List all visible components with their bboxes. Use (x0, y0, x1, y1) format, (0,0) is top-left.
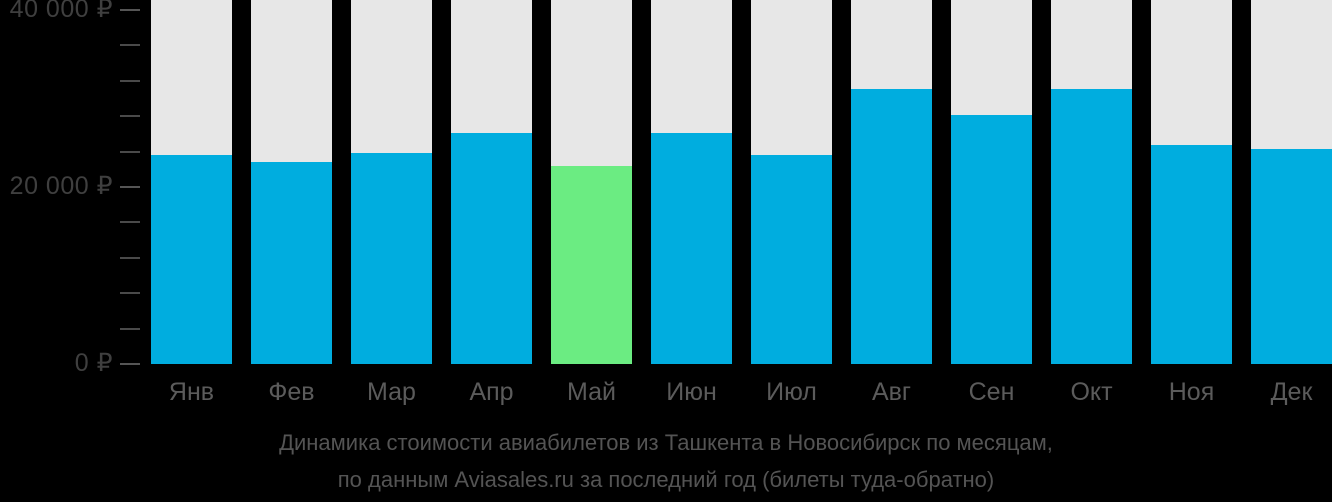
bar-июл[interactable] (751, 155, 832, 364)
bar-slot[interactable] (551, 0, 632, 364)
y-axis-tick (120, 186, 140, 188)
y-axis-label: 20 000 ₽ (9, 172, 113, 200)
x-axis-label-апр: Апр (469, 378, 514, 406)
bar-slot[interactable] (851, 0, 932, 364)
x-axis-label-фев: Фев (268, 378, 315, 406)
x-axis-label-сен: Сен (968, 378, 1015, 406)
y-axis-tick (120, 9, 140, 11)
bar-дек[interactable] (1251, 148, 1332, 364)
y-axis-tick (120, 327, 140, 330)
bar-slot[interactable] (451, 0, 532, 364)
y-axis-tick (120, 292, 140, 295)
y-axis-tick (120, 363, 140, 365)
bar-июн[interactable] (651, 133, 732, 364)
y-axis-tick (120, 221, 140, 224)
bar-slot[interactable] (751, 0, 832, 364)
y-axis-tick (120, 79, 140, 82)
bar-slot[interactable] (1051, 0, 1132, 364)
bar-slot[interactable] (1151, 0, 1232, 364)
x-axis: Янв Фев Мар Апр Май Июн Июл Авг Сен Окт Ноя Дек (151, 364, 1332, 420)
x-axis-label-май: Май (567, 378, 616, 406)
x-axis-label-мар: Мар (367, 378, 416, 406)
y-axis-label: 40 000 ₽ (9, 0, 113, 23)
bar-slot[interactable] (351, 0, 432, 364)
bar-slot[interactable] (151, 0, 232, 364)
x-axis-label-дек: Дек (1270, 378, 1313, 406)
bar-slot[interactable] (651, 0, 732, 364)
bar-мар[interactable] (351, 152, 432, 364)
caption-line-2: по данным Aviasales.ru за последний год … (337, 467, 995, 492)
bar-апр[interactable] (451, 133, 532, 364)
y-axis-label: 0 ₽ (74, 349, 113, 377)
bar-окт[interactable] (1051, 88, 1132, 364)
y-axis: 0 ₽ 20 000 ₽ 40 000 ₽ (0, 0, 151, 376)
y-axis-tick (120, 115, 140, 118)
y-axis-tick (120, 256, 140, 259)
caption-line-1: Динамика стоимости авиабилетов из Ташкен… (279, 430, 1053, 455)
y-axis-tick (120, 150, 140, 153)
bar-slot[interactable] (1251, 0, 1332, 364)
x-axis-label-янв: Янв (168, 378, 215, 406)
x-axis-label-июн: Июн (666, 378, 717, 406)
bar-сен[interactable] (951, 115, 1032, 364)
bar-ноя[interactable] (1151, 145, 1232, 364)
plot-area: 0 ₽ 20 000 ₽ 40 000 ₽ (0, 0, 1332, 376)
x-axis-label-ноя: Ноя (1168, 378, 1215, 406)
x-axis-label-окт: Окт (1070, 378, 1113, 406)
x-axis-label-июл: Июл (766, 378, 817, 406)
bar-slot[interactable] (951, 0, 1032, 364)
bars-layer (151, 0, 1332, 364)
bar-авг[interactable] (851, 88, 932, 364)
bar-май[interactable] (551, 165, 632, 364)
x-axis-label-авг: Авг (871, 378, 912, 406)
bar-фев[interactable] (251, 162, 332, 364)
bar-янв[interactable] (151, 155, 232, 364)
bar-slot[interactable] (251, 0, 332, 364)
y-axis-tick (120, 44, 140, 47)
chart-caption: Динамика стоимости авиабилетов из Ташкен… (0, 424, 1332, 498)
